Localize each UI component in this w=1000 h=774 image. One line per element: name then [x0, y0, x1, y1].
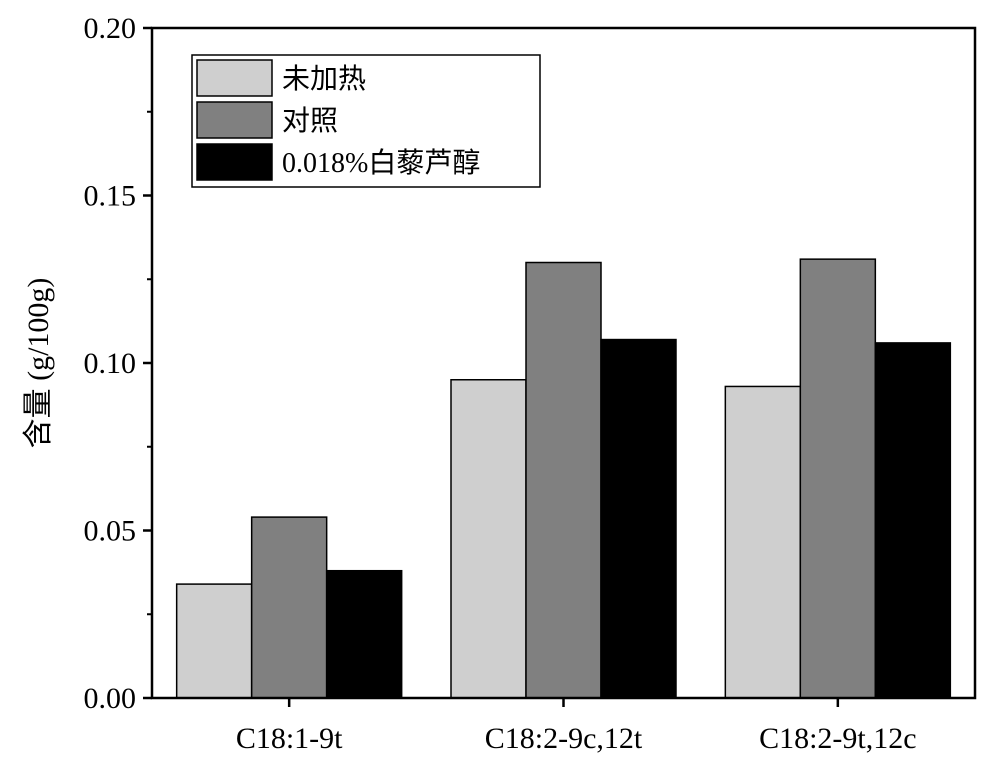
bar-1-1 [175, 583, 253, 699]
y-tick-label: 0.00 [84, 682, 137, 715]
legend-swatch-2 [196, 101, 273, 139]
x-category-label: C18:2-9t,12c [759, 722, 917, 755]
bar-3-3 [874, 342, 952, 699]
x-category-label: C18:2-9c,12t [485, 722, 643, 755]
bar-1-2 [250, 516, 328, 699]
y-tick-label: 0.15 [84, 180, 137, 213]
bar-1-3 [325, 569, 403, 699]
y-tick-label: 0.05 [84, 515, 137, 548]
bar-3-2 [799, 258, 877, 699]
x-category-label: C18:1-9t [236, 722, 343, 755]
x-axis: C18:1-9t C18:2-9c,12t C18:2-9t,12c [236, 698, 917, 755]
bar-2-2 [525, 261, 602, 699]
y-tick-label: 0.20 [84, 12, 137, 45]
bars-layer [175, 258, 952, 699]
y-tick-label: 0.10 [84, 347, 137, 380]
legend-swatch-3 [196, 143, 273, 181]
bar-3-1 [724, 385, 802, 699]
legend-label-2: 对照 [282, 105, 338, 137]
legend-swatch-1 [196, 59, 273, 97]
legend-label-3: 0.018%白藜芦醇 [282, 147, 480, 179]
y-axis: 0.00 0.05 0.10 0.15 0.20 [84, 12, 152, 715]
bar-2-3 [600, 338, 677, 699]
y-axis-label: 含量 (g/100g) [22, 278, 55, 449]
bar-2-1 [450, 379, 527, 699]
legend-label-1: 未加热 [282, 63, 366, 95]
